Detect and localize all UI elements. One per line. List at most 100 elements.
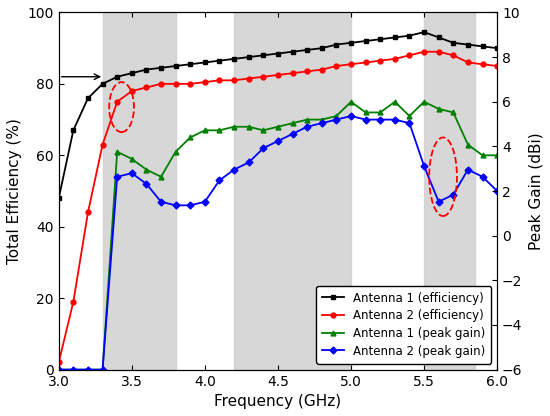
Antenna 2 (peak gain) (216, 178, 223, 183)
Antenna 1 (efficiency) (70, 128, 76, 133)
Antenna 2 (peak gain) (158, 199, 164, 204)
Antenna 2 (efficiency) (318, 67, 325, 72)
Antenna 1 (peak gain) (85, 367, 91, 372)
Antenna 1 (efficiency) (465, 42, 471, 47)
Antenna 1 (peak gain) (245, 124, 252, 129)
Antenna 1 (peak gain) (143, 167, 150, 172)
Antenna 1 (efficiency) (260, 53, 267, 58)
Line: Antenna 2 (peak gain): Antenna 2 (peak gain) (56, 114, 499, 372)
Antenna 2 (peak gain) (260, 146, 267, 151)
Antenna 1 (peak gain) (333, 114, 340, 119)
Antenna 1 (efficiency) (158, 65, 164, 70)
Antenna 1 (efficiency) (143, 67, 150, 72)
Antenna 1 (peak gain) (129, 156, 135, 161)
Antenna 1 (peak gain) (289, 121, 296, 126)
Antenna 1 (efficiency) (348, 40, 354, 45)
Antenna 1 (efficiency) (318, 46, 325, 51)
Bar (234, 12, 351, 370)
Antenna 2 (efficiency) (289, 71, 296, 76)
Antenna 2 (efficiency) (479, 62, 486, 67)
Antenna 1 (efficiency) (392, 35, 398, 40)
Antenna 1 (efficiency) (289, 49, 296, 54)
Antenna 2 (efficiency) (187, 82, 194, 87)
Antenna 2 (efficiency) (143, 85, 150, 90)
Y-axis label: Peak Gain (dBi): Peak Gain (dBi) (528, 132, 543, 250)
Antenna 1 (efficiency) (114, 74, 120, 79)
Antenna 1 (peak gain) (216, 128, 223, 133)
Antenna 1 (peak gain) (465, 142, 471, 147)
Antenna 2 (efficiency) (114, 99, 120, 104)
Antenna 2 (peak gain) (85, 367, 91, 372)
Antenna 2 (efficiency) (348, 62, 354, 67)
Antenna 2 (peak gain) (187, 203, 194, 208)
Antenna 2 (efficiency) (377, 58, 383, 63)
Y-axis label: Total Efficiency (%): Total Efficiency (%) (7, 118, 22, 264)
Antenna 2 (efficiency) (494, 64, 501, 69)
Antenna 1 (efficiency) (56, 196, 62, 201)
Antenna 2 (peak gain) (392, 117, 398, 122)
Antenna 2 (peak gain) (274, 139, 281, 144)
Antenna 2 (efficiency) (100, 142, 106, 147)
X-axis label: Frequency (GHz): Frequency (GHz) (214, 394, 342, 409)
Antenna 2 (peak gain) (318, 121, 325, 126)
Antenna 2 (peak gain) (421, 163, 427, 168)
Line: Antenna 1 (peak gain): Antenna 1 (peak gain) (56, 99, 499, 372)
Antenna 1 (peak gain) (56, 367, 62, 372)
Antenna 1 (efficiency) (201, 60, 208, 65)
Antenna 1 (efficiency) (129, 71, 135, 76)
Antenna 1 (efficiency) (216, 58, 223, 63)
Antenna 1 (peak gain) (304, 117, 310, 122)
Antenna 1 (efficiency) (231, 57, 238, 62)
Antenna 1 (efficiency) (406, 33, 412, 38)
Antenna 1 (peak gain) (187, 135, 194, 140)
Antenna 1 (efficiency) (85, 96, 91, 101)
Antenna 2 (efficiency) (56, 360, 62, 365)
Antenna 2 (peak gain) (289, 131, 296, 136)
Antenna 2 (peak gain) (406, 121, 412, 126)
Antenna 1 (peak gain) (260, 128, 267, 133)
Antenna 2 (efficiency) (201, 79, 208, 84)
Antenna 1 (peak gain) (201, 128, 208, 133)
Antenna 2 (efficiency) (216, 78, 223, 83)
Antenna 2 (peak gain) (436, 199, 442, 204)
Antenna 2 (efficiency) (421, 49, 427, 54)
Bar (103, 12, 175, 370)
Antenna 2 (efficiency) (158, 82, 164, 87)
Antenna 1 (peak gain) (231, 124, 238, 129)
Antenna 1 (peak gain) (377, 110, 383, 115)
Antenna 1 (peak gain) (362, 110, 369, 115)
Antenna 2 (peak gain) (201, 199, 208, 204)
Antenna 1 (efficiency) (450, 40, 456, 45)
Antenna 1 (peak gain) (479, 153, 486, 158)
Antenna 1 (peak gain) (406, 114, 412, 119)
Antenna 2 (efficiency) (362, 60, 369, 65)
Antenna 2 (peak gain) (245, 160, 252, 165)
Antenna 2 (peak gain) (70, 367, 76, 372)
Antenna 1 (efficiency) (421, 30, 427, 35)
Antenna 1 (efficiency) (333, 42, 340, 47)
Antenna 1 (peak gain) (172, 149, 179, 154)
Antenna 2 (efficiency) (245, 76, 252, 81)
Antenna 1 (peak gain) (158, 174, 164, 179)
Bar (424, 12, 475, 370)
Antenna 2 (peak gain) (479, 174, 486, 179)
Antenna 2 (efficiency) (392, 57, 398, 62)
Antenna 1 (peak gain) (318, 117, 325, 122)
Legend: Antenna 1 (efficiency), Antenna 2 (efficiency), Antenna 1 (peak gain), Antenna 2: Antenna 1 (efficiency), Antenna 2 (effic… (316, 286, 491, 364)
Antenna 2 (efficiency) (274, 72, 281, 77)
Antenna 1 (peak gain) (436, 106, 442, 111)
Antenna 2 (peak gain) (377, 117, 383, 122)
Antenna 1 (efficiency) (304, 47, 310, 52)
Antenna 1 (peak gain) (450, 110, 456, 115)
Antenna 2 (peak gain) (450, 192, 456, 197)
Antenna 2 (efficiency) (85, 210, 91, 215)
Antenna 2 (peak gain) (348, 114, 354, 119)
Antenna 2 (efficiency) (436, 49, 442, 54)
Antenna 1 (efficiency) (100, 82, 106, 87)
Antenna 2 (efficiency) (406, 53, 412, 58)
Antenna 1 (peak gain) (70, 367, 76, 372)
Antenna 1 (peak gain) (494, 153, 501, 158)
Antenna 2 (efficiency) (231, 78, 238, 83)
Antenna 1 (efficiency) (494, 46, 501, 51)
Antenna 1 (peak gain) (392, 99, 398, 104)
